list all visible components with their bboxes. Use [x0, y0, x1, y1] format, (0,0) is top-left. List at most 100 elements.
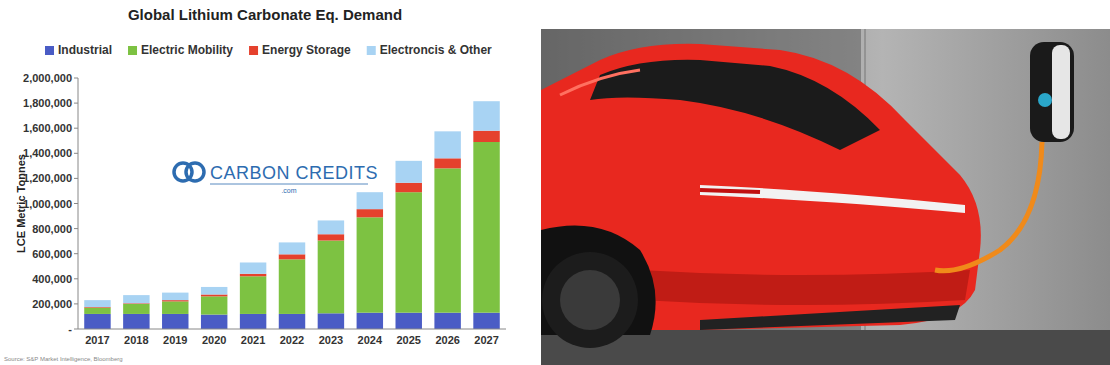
- bar-segment: [395, 313, 421, 329]
- y-tick-label: 1,200,000: [23, 172, 72, 184]
- bar-segment: [123, 304, 149, 314]
- legend-swatch: [249, 46, 258, 55]
- watermark-logo: [186, 163, 204, 181]
- bar-segment: [395, 161, 421, 183]
- y-tick-label: 1,800,000: [23, 97, 72, 109]
- floor: [541, 330, 1110, 365]
- y-tick-label: 600,000: [32, 248, 72, 260]
- bars: [84, 101, 500, 329]
- x-tick-label: 2017: [85, 334, 109, 346]
- bar-segment: [201, 294, 227, 296]
- bar-segment: [473, 131, 499, 142]
- bar-segment: [162, 300, 188, 301]
- legend-label: Electric Mobility: [141, 43, 233, 57]
- x-tick-label: 2024: [358, 334, 383, 346]
- x-tick-label: 2021: [241, 334, 265, 346]
- bar-segment: [240, 262, 266, 273]
- bar-segment: [434, 313, 460, 329]
- legend-label: Energy Storage: [262, 43, 351, 57]
- bar-segment: [473, 313, 499, 329]
- bar-segment: [434, 168, 460, 312]
- car-highlight: [560, 70, 640, 95]
- legend-label: Industrial: [58, 43, 112, 57]
- x-tick-label: 2027: [474, 334, 498, 346]
- bar-segment: [162, 314, 188, 329]
- page: Global Lithium Carbonate Eq. DemandIndus…: [0, 0, 1110, 365]
- bar-segment: [357, 209, 383, 217]
- y-tick-label: 2,000,000: [23, 72, 72, 84]
- source-note: Source: S&P Market Intelligence, Bloombe…: [4, 356, 123, 362]
- bar-segment: [84, 314, 110, 329]
- bar-segment: [84, 300, 110, 307]
- x-tick-label: 2019: [163, 334, 187, 346]
- bar-segment: [279, 254, 305, 259]
- legend-swatch: [367, 46, 376, 55]
- bar-segment: [240, 274, 266, 277]
- bumper: [640, 270, 970, 305]
- y-tick: [74, 128, 78, 129]
- bar-segment: [473, 142, 499, 313]
- rim: [560, 270, 620, 330]
- x-tick-label: 2022: [280, 334, 304, 346]
- y-axis-line: [78, 78, 79, 329]
- y-tick-label: 1,600,000: [23, 122, 72, 134]
- bar-segment: [318, 241, 344, 314]
- bar-segment: [162, 293, 188, 301]
- wall: [541, 29, 1110, 365]
- y-tick: [74, 153, 78, 154]
- x-tick-label: 2023: [319, 334, 343, 346]
- legend-swatch: [45, 46, 54, 55]
- charger: [1030, 42, 1074, 142]
- watermark-rule: [210, 184, 368, 185]
- y-tick: [74, 78, 78, 79]
- x-axis-line: [78, 329, 506, 330]
- y-tick-label: 400,000: [32, 273, 72, 285]
- y-tick-label: 200,000: [32, 298, 72, 310]
- charger-light: [1038, 93, 1052, 107]
- y-tick-label: 1,400,000: [23, 147, 72, 159]
- bar-segment: [318, 220, 344, 234]
- diffuser: [700, 305, 960, 330]
- photo: [541, 29, 1110, 365]
- watermark-text: CARBON CREDITS: [210, 163, 378, 183]
- bar-segment: [473, 101, 499, 130]
- bar-segment: [240, 276, 266, 314]
- car-window: [590, 60, 880, 150]
- x-tick-label: 2025: [396, 334, 420, 346]
- watermark: CARBON CREDITS .com: [174, 163, 378, 194]
- y-tick: [74, 253, 78, 254]
- bar-segment: [395, 192, 421, 312]
- bar-segment: [123, 295, 149, 303]
- bar-segment: [434, 131, 460, 158]
- bar-segment: [201, 296, 227, 314]
- x-axis: 2017201820192020202120222023202420252026…: [78, 329, 506, 346]
- legend-swatch: [128, 46, 137, 55]
- tail-light: [700, 185, 965, 213]
- bar-segment: [279, 242, 305, 254]
- bar-segment: [434, 158, 460, 168]
- bar-segment: [162, 301, 188, 314]
- y-tick: [74, 103, 78, 104]
- x-tick-label: 2026: [435, 334, 459, 346]
- bar-segment: [240, 314, 266, 329]
- bar-segment: [318, 313, 344, 329]
- y-tick: [74, 203, 78, 204]
- y-tick-label: 800,000: [32, 223, 72, 235]
- bar-segment: [201, 315, 227, 329]
- y-tick-label: -: [68, 323, 72, 335]
- x-tick-label: 2020: [202, 334, 226, 346]
- tail-light-red: [700, 190, 760, 192]
- bar-segment: [201, 287, 227, 295]
- bar-segment: [279, 259, 305, 314]
- charger-side: [1052, 45, 1070, 139]
- charging-cable: [935, 142, 1042, 271]
- y-tick: [74, 329, 78, 330]
- watermark-sub: .com: [281, 187, 296, 194]
- bar-segment: [357, 192, 383, 209]
- y-tick: [74, 303, 78, 304]
- y-tick: [74, 228, 78, 229]
- bar-segment: [279, 314, 305, 329]
- bar-segment: [123, 314, 149, 329]
- legend-label: Electroncis & Other: [380, 43, 492, 57]
- y-tick: [74, 178, 78, 179]
